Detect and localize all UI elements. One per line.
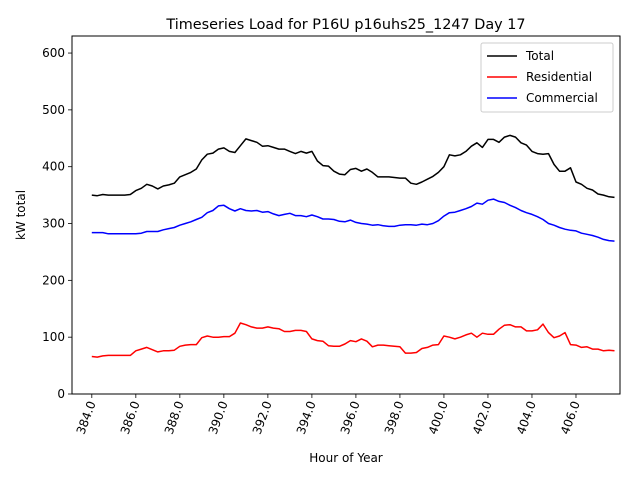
y-tick-label: 100	[42, 330, 65, 344]
y-tick-label: 600	[42, 46, 65, 60]
legend-label-residential: Residential	[526, 70, 592, 84]
y-axis-label: kW total	[14, 190, 28, 240]
series-group	[91, 134, 615, 358]
series-line-residential	[91, 322, 615, 358]
y-tick-label: 300	[42, 217, 65, 231]
y-tick-label: 0	[57, 387, 65, 401]
y-tick-label: 400	[42, 160, 65, 174]
y-tick-label: 200	[42, 273, 65, 287]
legend: Total Residential Commercial	[480, 42, 614, 113]
series-line-commercial	[91, 198, 615, 242]
legend-label-commercial: Commercial	[526, 91, 598, 105]
series-line-total	[91, 134, 615, 199]
legend-box	[480, 42, 614, 113]
chart-title: Timeseries Load for P16U p16uhs25_1247 D…	[165, 17, 525, 33]
legend-label-total: Total	[525, 49, 554, 63]
x-axis-label: Hour of Year	[309, 451, 383, 465]
y-tick-label: 500	[42, 103, 65, 117]
y-axis-ticks: 0 100 200 300 400 500 600	[42, 46, 72, 401]
